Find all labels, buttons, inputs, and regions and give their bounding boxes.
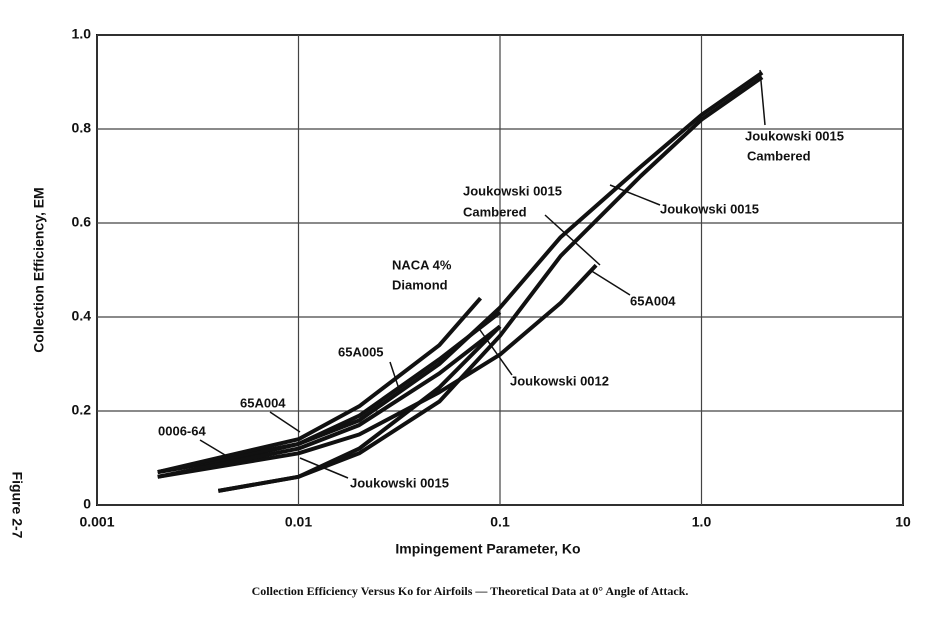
annotation: Joukowski 0015	[463, 183, 562, 198]
y-tick-label: 0.4	[72, 308, 92, 324]
side-label: Figure 2-7	[9, 472, 25, 539]
curve	[217, 75, 764, 493]
leader-line	[479, 329, 513, 376]
leader-line	[269, 411, 301, 433]
annotation: Joukowski 0015	[745, 128, 844, 143]
curve	[157, 70, 764, 475]
annotation: Cambered	[747, 148, 811, 163]
leader-line	[759, 69, 766, 126]
x-tick-label: 1.0	[692, 514, 712, 530]
y-tick-label: 1.0	[72, 26, 92, 42]
y-axis-label: Collection Efficiency, EM	[31, 187, 47, 352]
annotation: Joukowski 0015	[350, 475, 449, 490]
chart-title: Collection Efficiency Versus Ko for Airf…	[252, 584, 689, 598]
annotation: Diamond	[392, 277, 448, 292]
y-tick-label: 0	[83, 496, 91, 512]
annotation: Cambered	[463, 204, 527, 219]
y-tick-label: 0.2	[72, 402, 92, 418]
annotation: 0006-64	[158, 423, 206, 438]
leader-line	[589, 269, 631, 296]
curve	[157, 263, 598, 479]
curve	[157, 310, 502, 475]
x-tick-label: 0.1	[490, 514, 510, 530]
x-tick-label: 0.01	[285, 514, 312, 530]
x-axis-label: Impingement Parameter, Ko	[395, 541, 580, 557]
leader-line	[389, 361, 401, 393]
leader-line	[199, 439, 231, 459]
leader-line	[609, 184, 661, 206]
x-tick-label: 10	[895, 514, 911, 530]
annotation: 65A004	[240, 395, 286, 410]
y-tick-label: 0.8	[72, 120, 92, 136]
y-tick-label: 0.6	[72, 214, 92, 230]
curve	[217, 324, 502, 493]
curve	[157, 324, 502, 479]
leader-line	[544, 214, 601, 266]
annotation: NACA 4%	[392, 257, 452, 272]
annotation: Joukowski 0015	[660, 201, 759, 216]
annotation: Joukowski 0012	[510, 373, 609, 388]
leader-line	[299, 457, 349, 479]
annotation: 65A005	[338, 344, 384, 359]
curve	[157, 296, 483, 475]
x-tick-label: 0.001	[79, 514, 114, 530]
annotation: 65A004	[630, 293, 676, 308]
